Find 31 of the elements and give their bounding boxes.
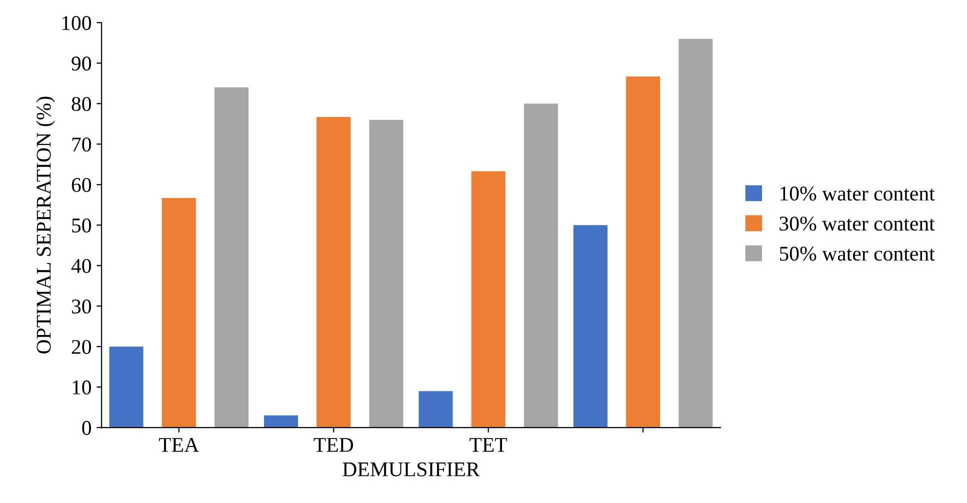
x-axis-title: DEMULSIFIER (342, 462, 480, 476)
y-tick-label: 70 (72, 137, 92, 152)
bar (162, 198, 196, 428)
bar (214, 87, 249, 428)
bar (109, 346, 144, 428)
y-tick-label: 0 (82, 420, 92, 435)
y-tick-label: 50 (72, 218, 92, 233)
y-tick-label: 20 (72, 340, 92, 354)
bar (573, 225, 608, 428)
bar (418, 391, 453, 428)
legend-label: 50% water content (780, 246, 935, 261)
x-tick-label: TET (470, 438, 508, 452)
y-axis-title: OPTIMAL SEPERATION (%) (36, 96, 56, 354)
y-tick-label: 30 (72, 299, 92, 314)
bar (626, 76, 660, 428)
legend-label: 30% water content (780, 216, 935, 231)
y-tick-label: 40 (71, 258, 92, 274)
x-tick-label: TEA (159, 438, 199, 452)
bar (524, 104, 558, 428)
y-tick-label: 80 (72, 96, 92, 112)
y-tick-label: 60 (72, 178, 92, 192)
y-tick-label: 100 (62, 16, 92, 30)
bar (471, 171, 506, 428)
bar (316, 116, 351, 428)
x-tick-label: TED (314, 438, 354, 452)
y-tick-label: 10 (72, 380, 92, 394)
bar (678, 38, 713, 428)
bar (264, 415, 298, 428)
legend-label: 10% water content (780, 186, 935, 201)
bar (369, 120, 404, 428)
y-tick-label: 90 (72, 56, 92, 71)
